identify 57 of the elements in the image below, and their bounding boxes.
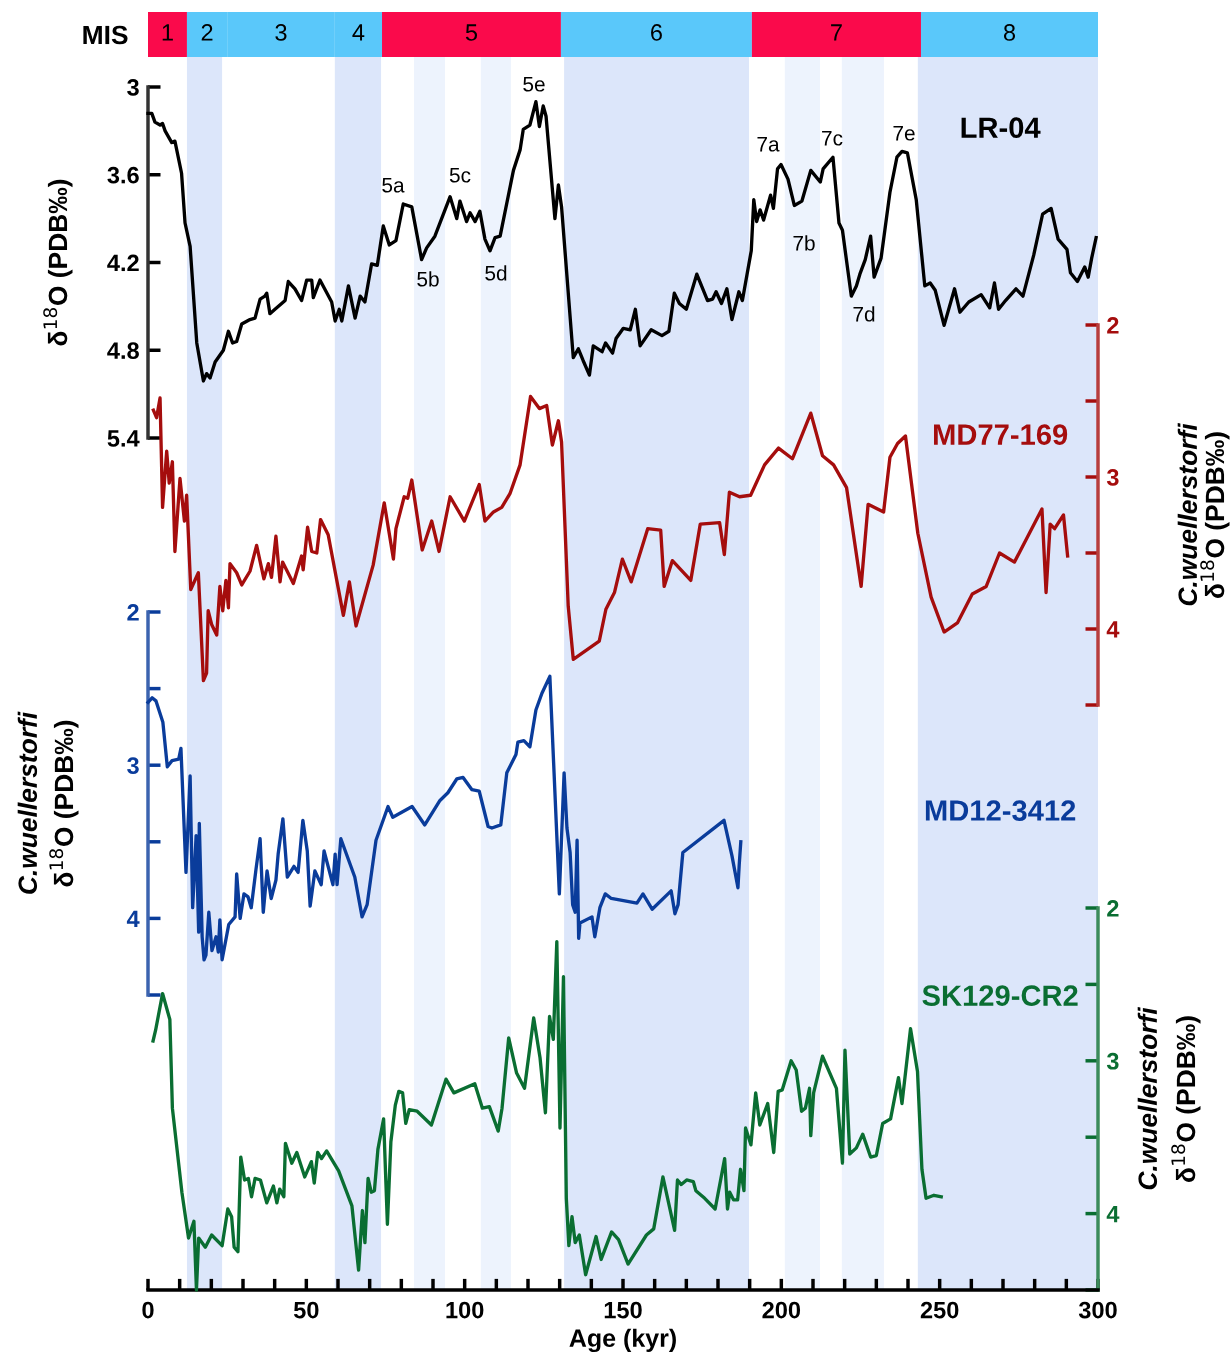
x-tick-label: 300 (1078, 1301, 1117, 1319)
series-label: 1 (162, 24, 173, 41)
y-tick-label: 4.2 (107, 254, 139, 272)
series-label: 8 (1003, 24, 1016, 41)
series-label: 6 (651, 24, 662, 41)
annotation: 5e (523, 77, 545, 92)
series-label: LR-04 (961, 117, 1041, 138)
line-series (151, 394, 1070, 683)
series-label: 7 (831, 24, 842, 41)
x-tick-label: 200 (762, 1301, 801, 1319)
y-tick-label: MIS (83, 25, 128, 45)
annotation: 7c (822, 131, 843, 146)
y-axis-title: C.wuellerstorfi δ$^{18}$O (PDB‰) (1137, 1006, 1201, 1190)
x-tick-label: 100 (446, 1301, 484, 1319)
series-label: 3 (275, 24, 287, 41)
annotation: 5c (449, 168, 471, 183)
y-tick-label: 4 (126, 910, 140, 927)
x-tick-label: 250 (920, 1301, 959, 1319)
y-tick-label: 2 (1107, 900, 1119, 917)
x-tick-label: 150 (604, 1301, 642, 1319)
annotation: 5a (382, 178, 405, 193)
y-tick-label: 2 (127, 604, 139, 621)
y-tick-label: 5.4 (107, 430, 140, 447)
series-label: 4 (352, 24, 365, 41)
bar (560, 12, 752, 57)
y-tick-label: 4.8 (107, 342, 139, 360)
y-tick-label: 3 (127, 757, 139, 775)
y-axis-title: C.wuellerstorfi δ$^{18}$O (PDB‰) (17, 711, 79, 894)
y-tick-label: 3 (127, 79, 139, 96)
annotation: 7b (793, 235, 815, 251)
y-axis-title: C.wuellerstorfi δ$^{18}$O (PDB‰) (1177, 422, 1230, 606)
series-label: SK129-CR2 (922, 985, 1078, 1006)
x-axis-title: Age (kyr) (569, 1328, 676, 1353)
y-tick-label: 4 (1106, 1205, 1120, 1223)
annotation: 5d (485, 265, 507, 281)
y-tick-label: 3 (1106, 469, 1119, 486)
x-tick-label: 50 (293, 1301, 319, 1319)
series-label: 2 (201, 24, 213, 41)
annotation: 7a (757, 137, 780, 152)
series-label: MD77-169 (934, 424, 1068, 445)
y-tick-label: 3 (1106, 1052, 1119, 1070)
bar (751, 12, 921, 57)
line-series (146, 99, 1098, 383)
annotation: 7e (893, 126, 915, 141)
y-axis-title: δ$^{18}$O (PDB‰) (43, 179, 73, 346)
annotation: 5b (417, 271, 439, 287)
line-series (146, 674, 743, 962)
y-tick-label: 2 (1107, 317, 1119, 334)
x-tick-label: 0 (142, 1301, 154, 1319)
y-tick-label: 3.6 (107, 166, 139, 184)
y-tick-label: 4 (1106, 621, 1120, 638)
series-label: 5 (465, 24, 478, 41)
annotation: 7d (853, 306, 875, 322)
bar (920, 12, 1098, 57)
bar (148, 12, 187, 57)
bar (382, 12, 561, 57)
text: MD12-3412 (925, 800, 1076, 821)
